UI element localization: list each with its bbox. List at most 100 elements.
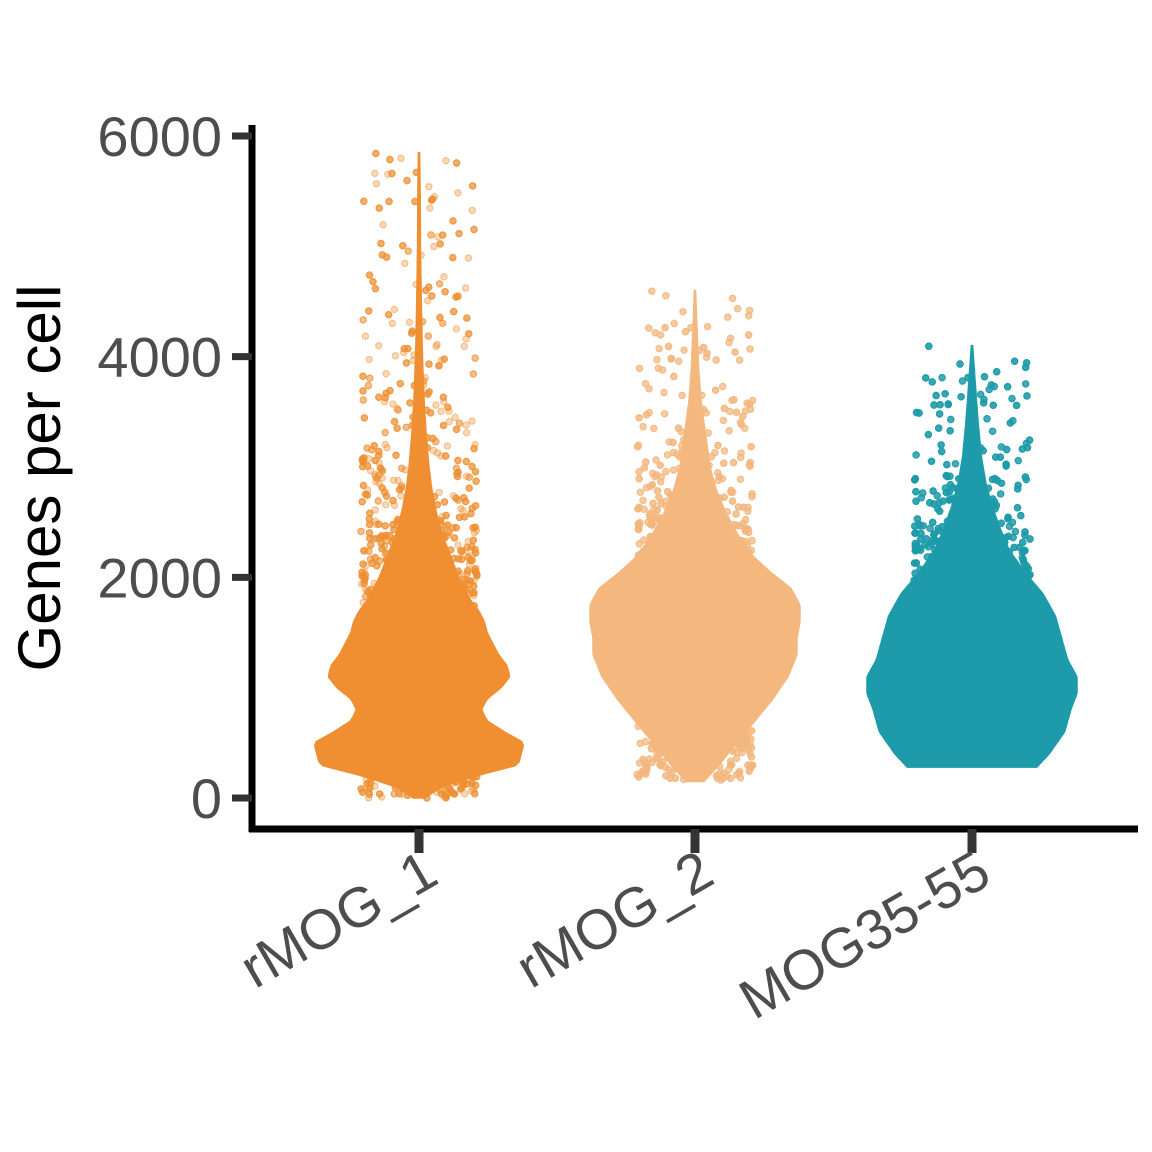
jitter-point — [462, 421, 470, 429]
jitter-point — [745, 528, 753, 537]
jitter-point — [731, 348, 739, 356]
jitter-point — [430, 242, 438, 251]
jitter-point — [435, 362, 443, 370]
jitter-point — [381, 522, 389, 530]
jitter-point — [357, 527, 365, 536]
jitter-point — [442, 157, 450, 165]
jitter-point — [452, 524, 460, 532]
jitter-point — [1014, 456, 1022, 465]
jitter-point — [912, 488, 920, 496]
jitter-point — [653, 487, 662, 495]
jitter-point — [720, 769, 728, 777]
jitter-point — [745, 331, 753, 339]
jitter-point — [360, 197, 368, 205]
jitter-point — [647, 745, 656, 753]
jitter-point — [719, 416, 728, 425]
jitter-point — [947, 415, 955, 424]
jitter-point — [455, 419, 464, 427]
violin-rmog-2 — [589, 289, 801, 783]
jitter-point — [1023, 443, 1032, 452]
jitter-point — [645, 324, 653, 332]
jitter-point — [371, 169, 379, 178]
jitter-point — [662, 292, 670, 300]
jitter-point — [382, 492, 391, 500]
jitter-point — [649, 499, 657, 508]
jitter-point — [1021, 380, 1030, 388]
jitter-point — [728, 488, 737, 496]
jitter-point — [639, 422, 647, 431]
jitter-point — [635, 475, 643, 483]
jitter-point — [732, 510, 740, 518]
jitter-point — [359, 316, 367, 324]
jitter-point — [657, 499, 665, 508]
jitter-point — [470, 444, 478, 453]
y-tick-label: 2000 — [97, 546, 222, 609]
jitter-point — [471, 468, 480, 476]
jitter-point — [642, 411, 651, 419]
jitter-point — [375, 393, 383, 401]
jitter-point — [394, 406, 402, 414]
jitter-point — [1014, 485, 1022, 493]
y-tick-label: 0 — [191, 767, 222, 830]
jitter-point — [742, 737, 750, 745]
jitter-point — [395, 790, 403, 798]
jitter-point — [987, 381, 995, 389]
jitter-point — [925, 342, 933, 350]
jitter-point — [661, 410, 669, 418]
jitter-point — [739, 503, 748, 511]
jitter-point — [656, 331, 665, 339]
jitter-point — [1004, 532, 1013, 540]
jitter-point — [405, 318, 413, 326]
jitter-point — [428, 292, 436, 300]
jitter-point — [1024, 565, 1033, 573]
jitter-point — [915, 409, 923, 417]
jitter-point — [634, 441, 643, 449]
jitter-point — [640, 768, 649, 777]
jitter-point — [679, 308, 687, 316]
jitter-point — [671, 774, 679, 782]
jitter-point — [385, 311, 393, 319]
jitter-point — [650, 424, 658, 433]
jitter-point — [452, 425, 461, 434]
jitter-point — [659, 758, 667, 766]
jitter-point — [674, 424, 683, 432]
violins-layer — [313, 151, 1078, 799]
jitter-point — [1017, 511, 1025, 520]
jitter-point — [935, 410, 944, 418]
jitter-point — [360, 414, 369, 422]
jitter-point — [427, 231, 435, 239]
jitter-point — [386, 155, 394, 164]
jitter-point — [930, 530, 938, 539]
jitter-point — [926, 524, 934, 533]
jitter-point — [664, 342, 673, 351]
jitter-point — [745, 306, 754, 315]
jitter-point — [469, 370, 477, 378]
jitter-point — [983, 415, 991, 423]
jitter-point — [653, 506, 661, 514]
jitter-point — [634, 520, 643, 528]
jitter-point — [404, 247, 412, 255]
x-tick-label: MOG35-55 — [729, 838, 1000, 1031]
jitter-point — [732, 754, 741, 762]
jitter-point — [371, 456, 379, 465]
jitter-point — [910, 559, 919, 567]
jitter-point — [471, 354, 479, 362]
jitter-point — [399, 242, 407, 250]
jitter-point — [928, 378, 936, 386]
jitter-point — [377, 539, 385, 547]
jitter-point — [372, 149, 380, 158]
jitter-point — [720, 447, 729, 455]
jitter-point — [468, 462, 476, 471]
jitter-point — [941, 390, 949, 398]
jitter-point — [711, 386, 720, 394]
jitter-point — [436, 240, 444, 248]
jitter-point — [378, 467, 387, 475]
jitter-point — [924, 430, 933, 439]
jitter-point — [719, 382, 727, 391]
jitter-point — [641, 380, 650, 388]
jitter-point — [748, 493, 756, 501]
jitter-point — [397, 482, 406, 490]
jitter-point — [365, 515, 373, 523]
jitter-point — [728, 294, 737, 303]
jitter-point — [921, 541, 929, 549]
